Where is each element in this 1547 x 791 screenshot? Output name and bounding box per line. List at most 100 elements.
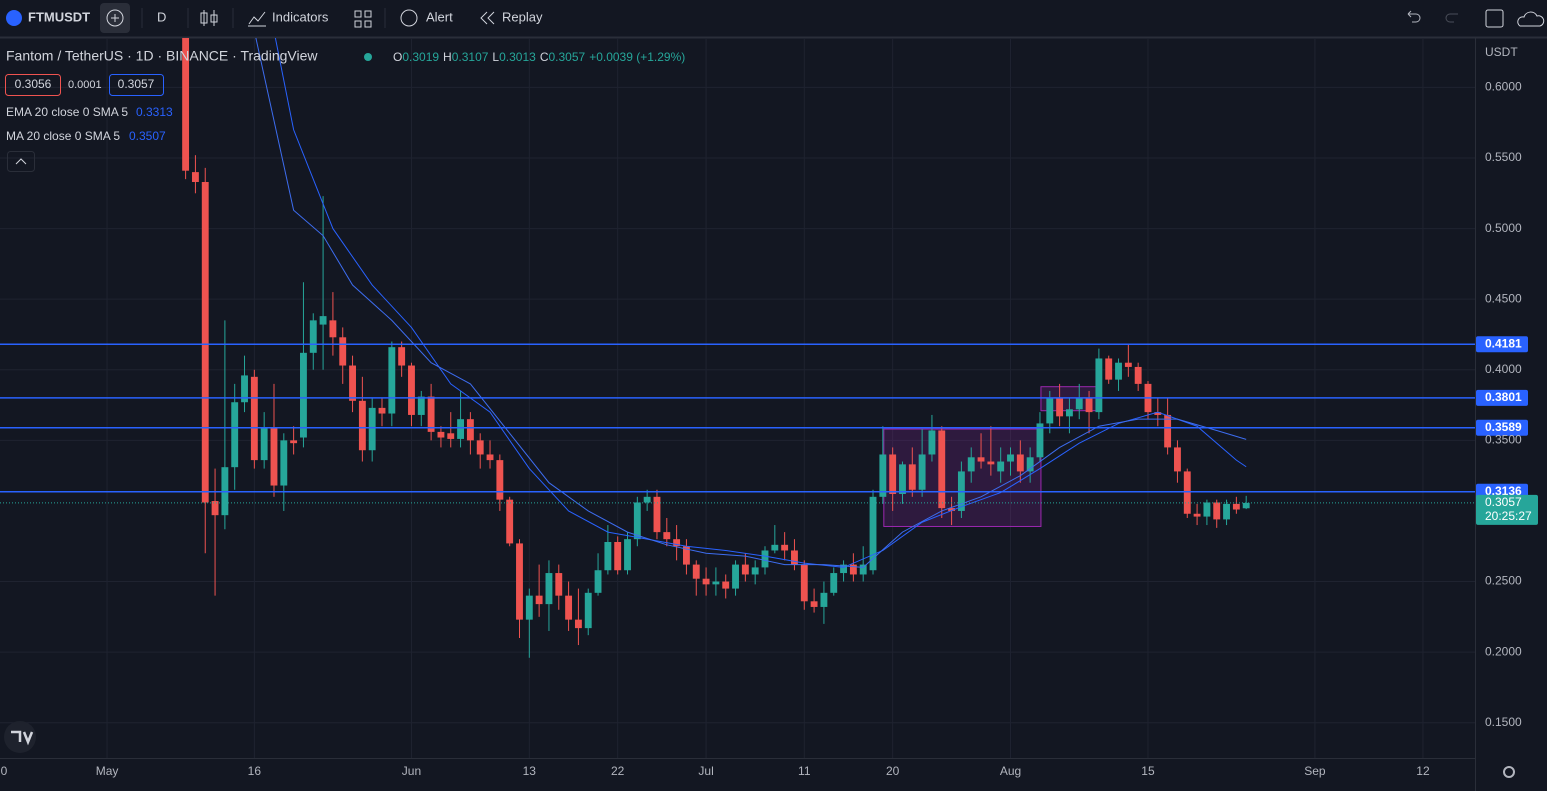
x-tick-label: 12 (1416, 764, 1430, 778)
ask-box[interactable] (109, 74, 164, 96)
candle-body (751, 567, 759, 575)
candle-body (594, 570, 602, 593)
y-tick-label: 0.2500 (1485, 574, 1522, 588)
candle-body (427, 396, 435, 432)
currency[interactable]: USDT (1485, 45, 1518, 59)
candle-body (1085, 398, 1093, 413)
indicator-value: 0.3313 (136, 105, 173, 119)
level-label: 0.3136 (1485, 484, 1522, 498)
candle-body (506, 499, 514, 544)
ohlc-legend: O0.3019 H0.3107 L0.3013 C0.3057 +0.0039 (+1.… (393, 50, 685, 64)
candle-body (761, 550, 769, 568)
plus (111, 14, 119, 22)
level-label: 0.3801 (1485, 390, 1522, 404)
candle-body (290, 440, 298, 444)
candle-body (1183, 471, 1191, 514)
change: +0.0039 (+1.29%) (589, 50, 685, 64)
bid-box[interactable] (5, 74, 61, 96)
layouts-icon[interactable] (354, 10, 372, 28)
redo[interactable] (1445, 13, 1458, 23)
bid: 0.3056 (15, 77, 52, 91)
candle-body (732, 564, 739, 589)
alert-button[interactable]: Alert (426, 9, 453, 24)
candle-body (349, 365, 356, 401)
symbol-logo (6, 10, 22, 26)
x-tick-label: May (96, 764, 119, 778)
candle-body (496, 460, 504, 500)
candle-body (1036, 423, 1044, 458)
candle-body (565, 595, 573, 620)
candle-body (1213, 502, 1221, 520)
candle-body (368, 407, 376, 451)
candle-body (614, 542, 622, 571)
candle-body (1193, 513, 1201, 517)
candle-body (997, 461, 1005, 472)
candle-body (1026, 457, 1034, 472)
candle-body (1124, 362, 1132, 367)
indicator-value: 0.3507 (129, 129, 166, 143)
candle-body (1075, 398, 1083, 410)
level-tag (1476, 419, 1528, 436)
settings[interactable] (1503, 766, 1515, 778)
ohlc-key: H (443, 50, 452, 64)
x-tick-label: Jul (698, 764, 713, 778)
candle-body (928, 430, 936, 455)
candle-body (250, 376, 258, 461)
chart-type-icon[interactable] (200, 10, 218, 26)
candle-body (653, 496, 661, 533)
last-price-label: 0.3057 (1485, 495, 1522, 509)
x-tick-label: 0 (1, 764, 8, 778)
candle-body (1105, 358, 1113, 380)
undo[interactable] (1407, 10, 1421, 23)
candle-body (800, 564, 808, 602)
candle-body (516, 543, 523, 620)
interval[interactable]: D (157, 9, 166, 24)
indicator-name: MA 20 close 0 SMA 5 (6, 129, 120, 143)
candle-body (673, 539, 681, 547)
replay-button[interactable]: Replay (502, 9, 543, 24)
candle-body (1203, 502, 1211, 517)
y-tick-label: 0.2000 (1485, 644, 1522, 658)
replay-icon (480, 11, 495, 25)
symbol[interactable]: FTMUSDT (28, 9, 90, 24)
candle-body (398, 347, 406, 366)
plot (182, 38, 1250, 658)
fullscreen[interactable] (1485, 9, 1504, 28)
level-tag (1476, 389, 1528, 406)
candle-body (1016, 454, 1024, 472)
candle-body (329, 320, 337, 338)
candle-body (447, 433, 455, 439)
candle-body (741, 564, 749, 575)
ohlc-value: 0.3013 (499, 50, 536, 64)
candle-body (633, 502, 641, 540)
collapse-icon (15, 158, 27, 165)
candle-body (722, 581, 730, 589)
ohlc-key: L (492, 50, 499, 64)
candle-body (388, 347, 396, 414)
candle-body (260, 427, 268, 461)
candle-body (201, 182, 209, 503)
indicators-button[interactable]: Indicators (272, 9, 329, 24)
y-tick-label: 0.3500 (1485, 433, 1522, 447)
candle-body (525, 595, 533, 620)
candle-body (231, 402, 239, 468)
level-label: 0.3589 (1485, 420, 1522, 434)
x-tick-label: Aug (1000, 764, 1021, 778)
x-tick-label: 16 (248, 764, 262, 778)
candle-body (1154, 412, 1162, 415)
candle-body (1232, 503, 1240, 510)
candle-body (791, 550, 798, 565)
candle-body (211, 501, 219, 516)
x-tick-label: 11 (798, 764, 811, 778)
candle-body (682, 546, 690, 565)
collapse-button[interactable] (7, 151, 35, 172)
market-status (364, 53, 372, 61)
candle-body (820, 592, 828, 607)
alert-icon (400, 9, 418, 27)
candle-body (584, 592, 592, 629)
cloud[interactable] (1517, 11, 1545, 27)
candle-body (1007, 454, 1014, 462)
candle-body (1174, 447, 1181, 472)
candle-body (840, 564, 847, 574)
